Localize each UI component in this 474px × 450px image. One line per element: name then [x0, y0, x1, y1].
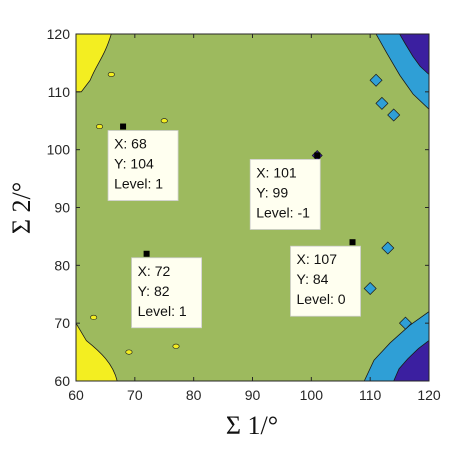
y-tick-label: 110: [48, 84, 71, 100]
datatip-y: Y: 84: [297, 271, 329, 287]
y-tick-label: 90: [54, 200, 70, 216]
datatip-level: Level: 0: [297, 291, 346, 307]
contour-blob: [381, 241, 395, 255]
datatip-box: [290, 245, 361, 317]
datatip[interactable]: X: 101 Y: 99 Level: -1: [249, 152, 321, 230]
y-tick-label: 70: [54, 315, 70, 331]
datatip-y: Y: 99: [256, 184, 288, 200]
contour-region-bottom-left-level-2: [76, 322, 118, 381]
x-axis-label: Σ 1/°: [226, 411, 278, 440]
y-tick-label: 80: [54, 257, 70, 273]
datatip-level: Level: 1: [138, 303, 187, 319]
contour-blob: [172, 343, 180, 349]
contour-region-bottom-right-level--1: [393, 340, 429, 381]
datatip-x: X: 72: [138, 263, 171, 279]
contour-blob: [96, 124, 104, 130]
contour-blob: [125, 349, 133, 355]
contour-blob: [369, 73, 383, 87]
datatip-marker[interactable]: [314, 152, 321, 159]
datatip[interactable]: X: 72 Y: 82 Level: 1: [131, 250, 203, 329]
x-tick-label: 70: [127, 387, 143, 403]
datatip-marker[interactable]: [349, 239, 356, 246]
contour-blob: [387, 108, 401, 122]
contour-blob: [363, 281, 377, 295]
contour-region-top-right-level--1: [399, 34, 429, 76]
datatip-box: [107, 130, 179, 201]
x-tick-label: 100: [300, 387, 324, 403]
x-tick-label: 80: [186, 387, 202, 403]
x-tick-label: 90: [245, 387, 261, 403]
datatip-level: Level: -1: [256, 204, 310, 220]
contour-blob: [375, 96, 389, 110]
datatip-box: [249, 159, 321, 230]
y-tick-label: 120: [47, 26, 71, 42]
x-tick-label: 60: [68, 387, 84, 403]
contour-blob: [90, 314, 98, 320]
datatip-level: Level: 1: [114, 176, 163, 192]
y-tick-label: 100: [47, 142, 71, 158]
contour-region-top-left-level-2: [76, 34, 112, 93]
contour-blob: [398, 316, 412, 330]
datatip-box: [131, 257, 203, 329]
datatip-marker[interactable]: [143, 250, 150, 257]
datatip[interactable]: X: 107 Y: 84 Level: 0: [290, 239, 361, 317]
datatip-y: Y: 82: [138, 283, 170, 299]
datatip-x: X: 68: [114, 136, 147, 152]
y-axis-label: Σ 2/°: [7, 182, 36, 234]
datatip-x: X: 101: [256, 164, 297, 180]
datatip-x: X: 107: [297, 251, 338, 267]
contour-blob: [107, 71, 115, 77]
contour-regions: [76, 34, 429, 381]
x-tick-label: 120: [417, 387, 441, 403]
y-tick-label: 60: [54, 373, 70, 389]
x-tick-label: 110: [359, 387, 382, 403]
datatip-y: Y: 104: [114, 156, 154, 172]
axis-ticks: 60 70 80 90 100 110 120 60 70 80 90 100 110 120: [47, 26, 441, 403]
datatip-marker[interactable]: [120, 123, 127, 130]
datatip[interactable]: X: 68 Y: 104 Level: 1: [107, 123, 179, 201]
contour-blob: [160, 118, 168, 124]
